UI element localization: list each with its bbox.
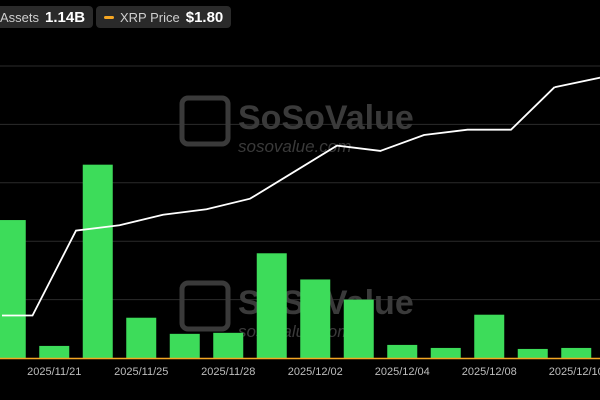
x-tick-label: 2025/12/02 [288,366,343,378]
legend-price-value: $1.80 [185,8,224,26]
legend-assets-value: 1.14B [45,8,86,26]
legend-assets-label: Assets [0,9,40,25]
x-axis: 2025/11/21 2025/11/25 2025/11/28 2025/12/02… [0,357,600,378]
watermark-logo [179,95,231,147]
legend-price: XRP Price $1.80 [96,6,232,28]
x-tick-label: 2025/11/21 [27,366,81,378]
flow-bar [343,299,374,358]
x-tick-label: 2025/11/28 [201,366,255,378]
bar-series [0,164,592,358]
x-tick-label: 2025/11/25 [114,366,168,378]
legend-price-swatch [104,15,114,19]
flow-bar [474,314,505,358]
flow-bar [387,344,418,358]
x-tick-label: 2025/12/10 [549,366,600,378]
flow-bar [430,347,461,358]
flow-bar [126,317,157,358]
price-line-tail [554,76,600,89]
legend-price-label: XRP Price [120,9,180,25]
flow-bar [256,253,287,358]
watermark-name: SoSoValue [238,99,414,137]
price-line [2,86,556,317]
x-tick-label: 2025/12/08 [462,366,517,378]
watermark-logo [179,280,231,332]
legend-assets: Assets 1.14B [0,6,94,28]
flow-bar [213,332,244,358]
watermark-url: sosovalue.com [238,137,351,156]
watermark-url: sosovalue.com [238,322,351,341]
flow-bar [517,348,548,358]
flow-bar [169,333,200,358]
flow-bar [300,279,331,358]
x-tick-label: 2025/12/04 [375,366,430,378]
flow-bar [82,164,113,358]
flow-bar [39,345,70,358]
watermarks: SoSoValuesosovalue.comSoSoValuesosovalue… [179,95,414,341]
price-line-series [2,76,600,317]
flow-bar [0,220,26,358]
flow-bar [561,347,592,358]
